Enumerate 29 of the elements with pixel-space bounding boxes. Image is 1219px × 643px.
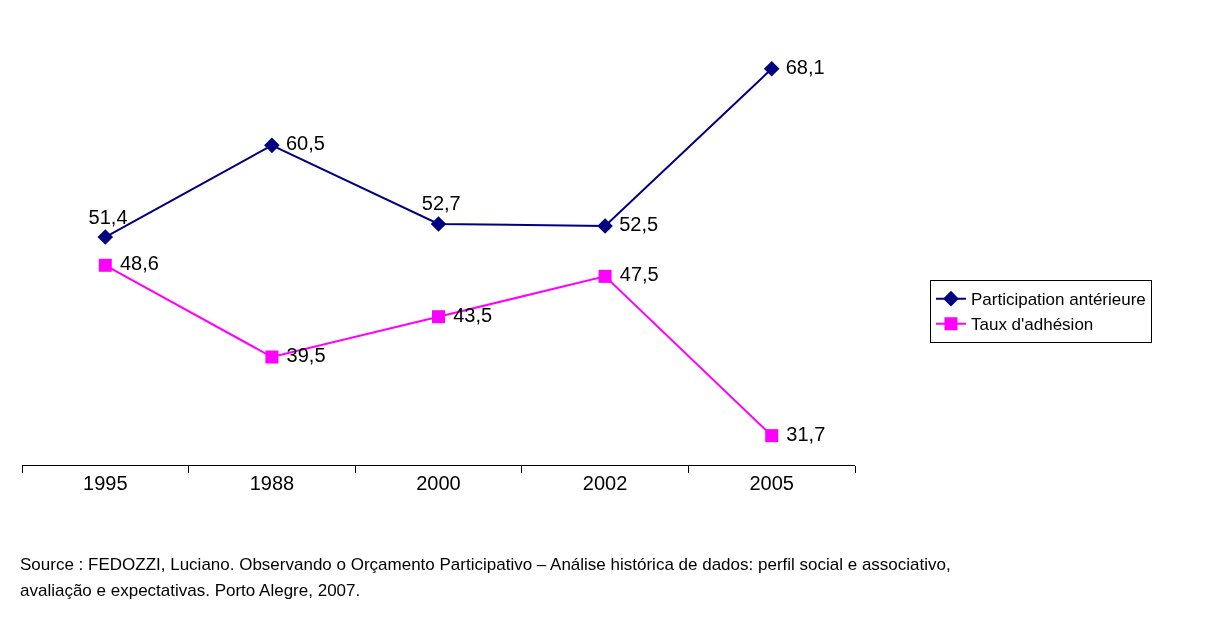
- data-label: 48,6: [114, 252, 159, 275]
- text: avaliação e expectativas. Porto Alegre, 2007.: [20, 581, 361, 600]
- legend-label: Taux d'adhésion: [970, 315, 1094, 335]
- point: [598, 269, 612, 283]
- point: [264, 137, 280, 154]
- point: [265, 350, 279, 364]
- data-label: 31,7: [780, 422, 826, 445]
- data-label: 60,5: [280, 132, 325, 155]
- x-tick-label: 2000: [416, 472, 461, 494]
- x-tick-label: 2002: [582, 472, 628, 494]
- data-label: 52,5: [613, 212, 659, 235]
- data-label: 39,5: [281, 344, 326, 367]
- point: [765, 429, 779, 443]
- point: [430, 216, 447, 232]
- data-label: 47,5: [614, 263, 659, 286]
- legend-label: Participation antérieure: [970, 290, 1146, 310]
- data-label: 43,5: [447, 303, 493, 326]
- point: [97, 229, 114, 245]
- data-label: 51,4: [83, 205, 128, 228]
- x-tick-label: 1988: [249, 472, 295, 494]
- data-label: 52,7: [416, 192, 461, 215]
- data-label: 68,1: [780, 55, 825, 78]
- point: [98, 258, 112, 272]
- point: [763, 60, 780, 77]
- source-note: Source : FEDOZZI, Luciano. Observando o Orçamento Participativo – Análise histórica de dados: perfil social e associativo,: [20, 555, 951, 574]
- x-tick-label: 2005: [749, 472, 794, 494]
- point: [432, 310, 445, 324]
- x-tick-label: 1995: [83, 472, 128, 494]
- point: [597, 218, 613, 234]
